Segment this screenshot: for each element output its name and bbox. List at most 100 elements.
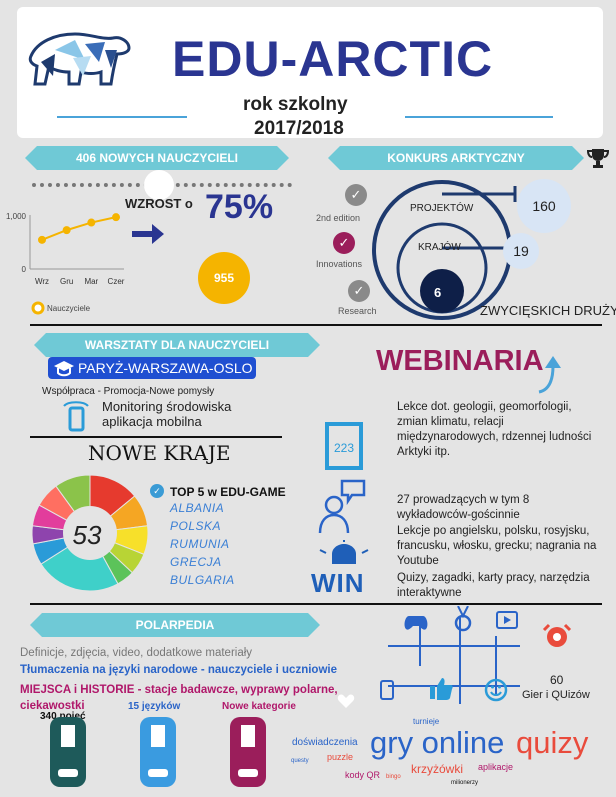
top5-country-4: GRECJA [170,555,222,569]
word-online-games: gry online [370,725,505,760]
top5-country-3: RUMUNIA [170,537,230,551]
word-millionaires: milionerzy [451,780,479,786]
webinars-lectures: Lekce dot. geologii, geomorfologii, zmia… [397,401,592,458]
alarm-bell-icon [542,623,572,647]
countries-separator [30,436,282,438]
top5-label: TOP 5 w EDU-GAME [170,485,286,499]
pie-count: 53 [73,520,102,550]
chart-legend-marker [31,301,45,315]
new-countries-title: NOWE KRAJE [88,441,231,465]
pie-center [63,506,117,560]
chart-xtick-mar: Mar [84,277,98,286]
coin-badge: 955 [198,252,250,304]
thumbs-up-icon [430,678,453,700]
top5-country-1: ALBANIA [170,501,225,515]
projects-value-bubble: 160 [517,179,571,233]
chart-legend-label: Nauczyciele [47,304,91,313]
speaker-chat-icon [318,479,366,534]
siren-icon [319,540,369,564]
polarpedia-ribbon: POLARPEDIA [30,613,320,637]
chart-xtick-czer: Czer [108,277,125,286]
countries-pie: 53 [31,474,149,592]
win-label: WIN [311,568,365,598]
stat-terms: 340 pojęć [40,711,86,722]
section-separator-1 [30,324,602,326]
header-line-left [57,116,187,118]
word-quests: questy [291,758,309,764]
chart-series-line [41,216,117,241]
countries-value: 19 [513,243,529,259]
tablet-icon [380,680,394,700]
section-separator-2 [30,603,602,605]
check-icon-edition: ✓ [345,184,367,206]
chart-ytick-min: 0 [22,265,27,274]
polarpedia-line2: Tłumaczenia na języki narodowe - nauczyc… [20,664,337,676]
heart-icon [337,694,355,708]
mobile-phone-icon [63,401,89,432]
contest-ribbon: KONKURS ARKTYCZNY [328,146,584,170]
calendar-icon: 223 [325,422,363,470]
word-puzzle: puzzle [327,752,354,762]
coin-value: 955 [213,271,235,285]
white-dot [144,170,174,200]
graduation-cap-icon [54,361,74,377]
word-apps: aplikacje [478,762,514,772]
word-experiments: doświadczenia [292,737,358,748]
monitoring-line1: Monitoring środowiska [102,399,232,414]
chart-point-mar [87,218,96,227]
chart-xtick-gru: Gru [60,277,73,286]
chart-point-gru [62,226,71,235]
projects-label: PROJEKTÓW [410,203,474,214]
games-count: 60 [550,673,564,687]
teachers-ribbon: 406 NOWYCH NAUCZYCIELI [25,146,289,170]
winners-disc [420,269,464,313]
word-tournaments: turnieje [413,717,440,726]
top5-country-5: BULGARIA [170,573,235,587]
innovations-label: Innovations [316,259,363,269]
cooperation-text: Współpraca - Promocja-Nowe pomysły [42,386,215,397]
polarpedia-line1: Definicje, zdjęcia, video, dodatkowe mat… [20,647,253,659]
webinars-materials: Quizy, zagadki, karty pracy, narzędzia i… [397,572,590,599]
edition-label: 2nd edition [316,213,361,223]
usb-drive-icon-terms [50,717,86,787]
projects-value: 160 [532,198,556,214]
chart-point-czer [112,213,120,222]
stat-categories: Nowe kategorie [222,701,296,712]
games-label: Gier i QUizów [522,689,590,701]
route-pill: PARYŻ-WARSZAWA-OSLO [48,357,256,379]
webinars-languages: Lekcje po angielsku, polsku, rosyjsku, f… [397,525,597,567]
countries-value-bubble: 19 [503,233,539,269]
webinars-presenters: 27 prowadzących w tym 8 wykładowców-gośc… [397,494,530,521]
research-label: Research [338,306,377,316]
check-icon-innovations: ✓ [333,232,355,254]
word-qr-codes: kody QR [345,770,381,780]
polarpedia-line3: MIEJSCA i HISTORIE - stacje badawcze, wy… [20,684,338,712]
workshops-ribbon: WARSZTATY DLA NAUCZYCIELI [34,333,320,357]
header-line-right [405,116,553,118]
check-icon-top5: ✓ [150,484,164,498]
gamepad-icon [404,616,428,630]
subtitle-school-year: rok szkolny [243,94,348,115]
curved-arrow-icon [538,356,561,394]
word-quizzes: quizy [516,725,589,760]
chart-ytick-max: 1,000 [6,212,27,221]
word-crosswords: krzyżówki [411,762,464,776]
smiley-icon [484,678,508,702]
video-play-icon [496,611,518,629]
pie-slice-6 [40,532,119,592]
chart-xtick-wrz: Wrz [35,277,49,286]
growth-label: WZROST o [125,196,193,211]
trophy-icon [586,149,610,168]
medal-icon [454,606,472,632]
winners-value: 6 [434,285,442,300]
teachers-chart: 1,000 0 Wrz Gru Mar Czer Nauczyciele [6,212,125,315]
subtitle-year: 2017/2018 [254,118,344,139]
arrow-right-icon [132,224,164,244]
route-label: PARYŻ-WARSZAWA-OSLO [78,360,253,376]
calendar-number: 223 [334,441,354,455]
webinars-title: WEBINARIA [376,345,544,377]
usb-drive-icon-categories [230,717,266,787]
countries-label: KRAJÓW [418,242,461,253]
page-title: EDU-ARCTIC [172,31,494,87]
top5-country-2: POLSKA [170,519,222,533]
